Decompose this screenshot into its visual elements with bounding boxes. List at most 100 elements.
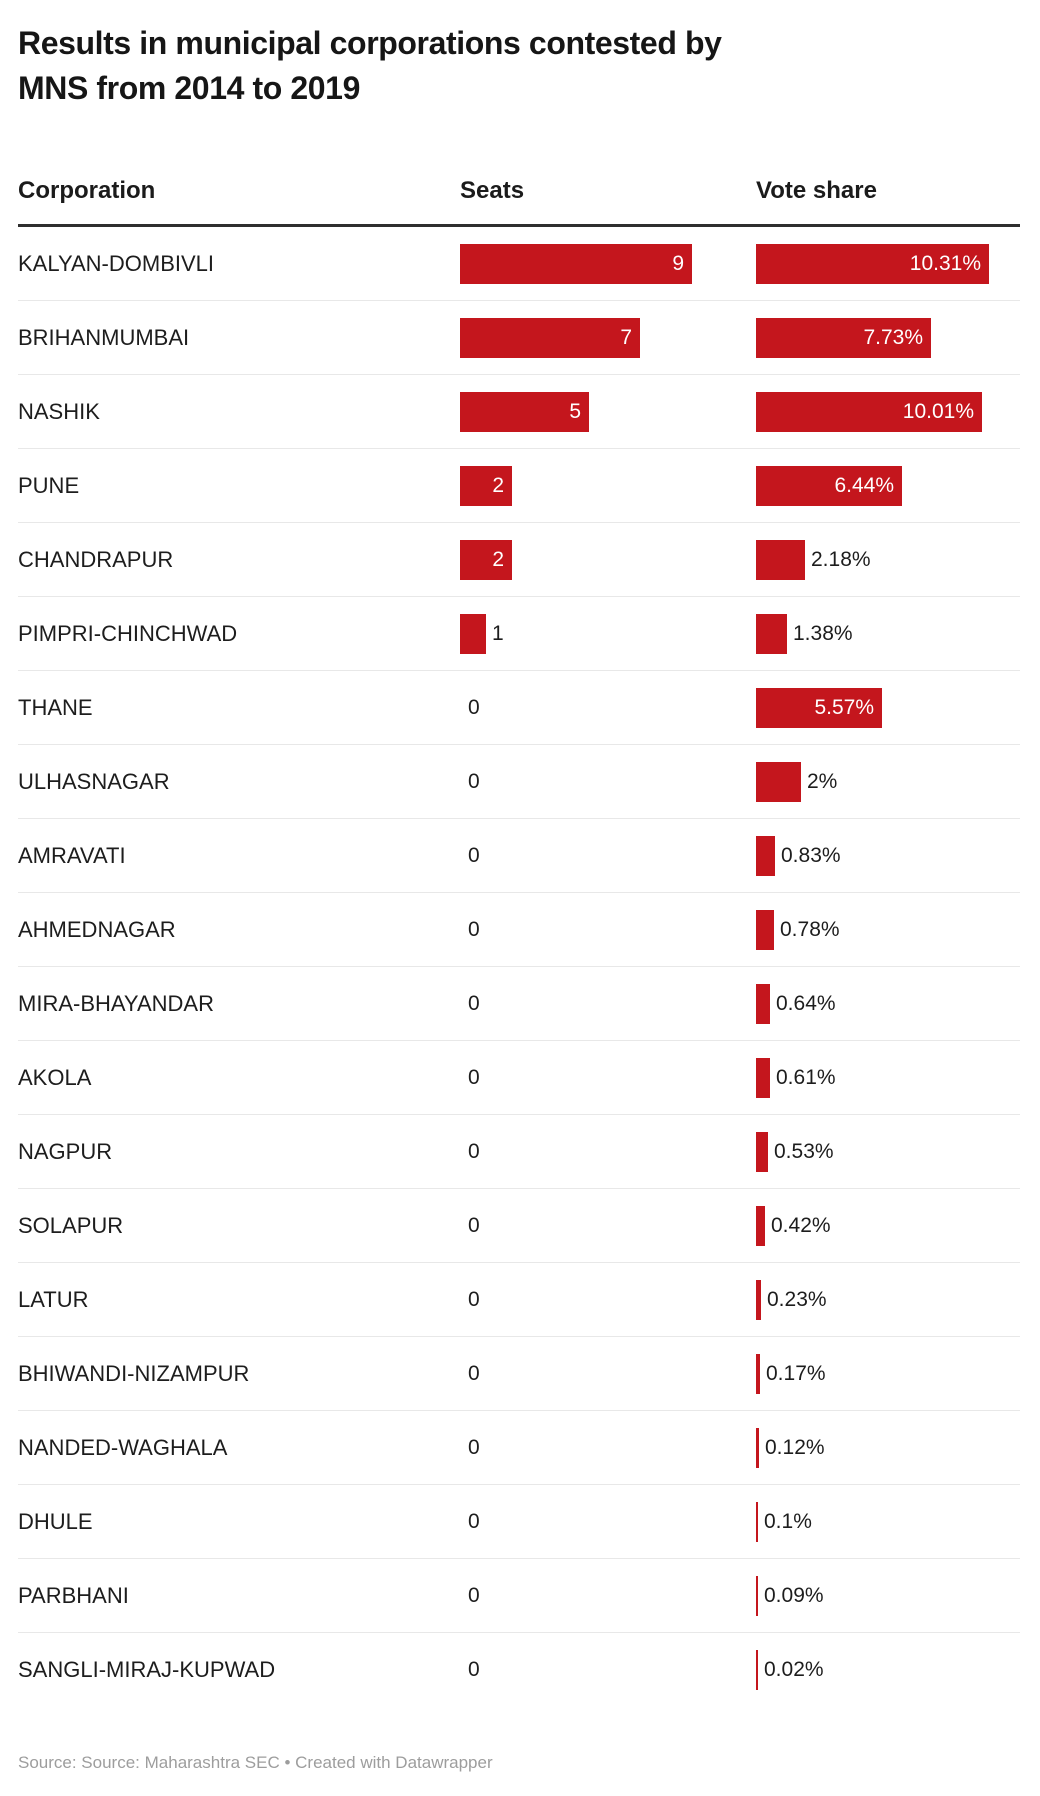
corporation-name: CHANDRAPUR	[18, 546, 174, 572]
seats-bar-cell: 5	[460, 375, 756, 448]
seats-value-label: 0	[468, 1658, 480, 1681]
vote-share-bar: 6.44%	[756, 465, 902, 506]
vote-share-value-label: 0.64%	[776, 991, 836, 1015]
vote-share-bar-cell: 0.1%	[756, 1485, 1020, 1558]
vote-share-value-label: 2.18%	[811, 547, 871, 571]
vote-share-bar	[756, 1575, 758, 1616]
corporation-name: AMRAVATI	[18, 842, 126, 868]
table-row: SANGLI-MIRAJ-KUPWAD 0 0.02%	[18, 1633, 1020, 1707]
seats-value-label: 2	[492, 547, 504, 571]
seats-bar-cell: 0	[460, 671, 756, 744]
corporation-name: BHIWANDI-NIZAMPUR	[18, 1360, 250, 1386]
seats-value-label: 7	[620, 325, 632, 349]
table-row: KALYAN-DOMBIVLI 9 10.31%	[18, 227, 1020, 301]
vote-share-bar: 10.01%	[756, 391, 982, 432]
corporation-name: AHMEDNAGAR	[18, 916, 176, 942]
vote-share-bar-cell: 5.57%	[756, 671, 1020, 744]
vote-share-value-label: 7.73%	[863, 325, 923, 349]
vote-share-value-label: 0.02%	[764, 1658, 824, 1681]
table-body: KALYAN-DOMBIVLI 9 10.31% BRIHANMUMBAI 7 …	[18, 227, 1020, 1707]
seats-value-label: 0	[468, 1583, 480, 1607]
vote-share-bar: 10.31%	[756, 243, 989, 284]
vote-share-bar	[756, 983, 770, 1024]
vote-share-bar-cell: 2.18%	[756, 523, 1020, 596]
vote-share-value-label: 1.38%	[793, 621, 853, 645]
table-row: NANDED-WAGHALA 0 0.12%	[18, 1411, 1020, 1485]
vote-share-bar-cell: 0.12%	[756, 1411, 1020, 1484]
vote-share-bar-cell: 0.42%	[756, 1189, 1020, 1262]
table-row: SOLAPUR 0 0.42%	[18, 1189, 1020, 1263]
vote-share-bar-cell: 0.53%	[756, 1115, 1020, 1188]
table-row: BRIHANMUMBAI 7 7.73%	[18, 301, 1020, 375]
vote-share-value-label: 0.17%	[766, 1361, 826, 1385]
seats-bar-cell: 0	[460, 1041, 756, 1114]
vote-share-bar	[756, 1057, 770, 1098]
corporation-name: KALYAN-DOMBIVLI	[18, 250, 215, 276]
vote-share-bar: 7.73%	[756, 317, 931, 358]
seats-bar-cell: 7	[460, 301, 756, 374]
seats-bar-cell: 0	[460, 745, 756, 818]
vote-share-value-label: 0.83%	[781, 843, 841, 867]
vote-share-bar-cell: 0.83%	[756, 819, 1020, 892]
seats-bar-cell: 2	[460, 449, 756, 522]
table-row: AKOLA 0 0.61%	[18, 1041, 1020, 1115]
seats-bar-cell: 0	[460, 1485, 756, 1558]
corporation-name: AKOLA	[18, 1064, 92, 1090]
column-header-seats: Seats	[460, 177, 525, 204]
table-row: LATUR 0 0.23%	[18, 1263, 1020, 1337]
corporation-name: ULHASNAGAR	[18, 768, 170, 794]
corporation-name: NANDED-WAGHALA	[18, 1434, 228, 1460]
seats-value-label: 0	[468, 917, 480, 941]
vote-share-bar-cell: 7.73%	[756, 301, 1020, 374]
corporation-name: NASHIK	[18, 398, 100, 424]
seats-value-label: 0	[468, 695, 480, 719]
vote-share-bar-cell: 10.01%	[756, 375, 1020, 448]
vote-share-bar	[756, 1279, 761, 1320]
seats-value-label: 0	[468, 1139, 480, 1163]
vote-share-bar	[756, 539, 805, 580]
seats-bar-cell: 0	[460, 1263, 756, 1336]
vote-share-bar	[756, 1427, 759, 1468]
table-row: BHIWANDI-NIZAMPUR 0 0.17%	[18, 1337, 1020, 1411]
vote-share-bar	[756, 909, 774, 950]
corporation-name: BRIHANMUMBAI	[18, 324, 190, 350]
vote-share-value-label: 0.61%	[776, 1065, 836, 1089]
vote-share-value-label: 6.44%	[834, 473, 894, 497]
vote-share-value-label: 0.78%	[780, 917, 840, 941]
vote-share-value-label: 0.09%	[764, 1583, 824, 1607]
vote-share-bar-cell: 0.64%	[756, 967, 1020, 1040]
seats-bar-cell: 0	[460, 893, 756, 966]
vote-share-bar	[756, 1501, 758, 1542]
table-row: MIRA-BHAYANDAR 0 0.64%	[18, 967, 1020, 1041]
vote-share-bar-cell: 2%	[756, 745, 1020, 818]
vote-share-bar-cell: 0.09%	[756, 1559, 1020, 1632]
vote-share-bar	[756, 613, 787, 654]
seats-value-label: 9	[672, 251, 684, 275]
corporation-name: NAGPUR	[18, 1138, 113, 1164]
seats-bar-cell: 0	[460, 1411, 756, 1484]
vote-share-bar	[756, 1353, 760, 1394]
vote-share-bar	[756, 1131, 768, 1172]
table-row: PARBHANI 0 0.09%	[18, 1559, 1020, 1633]
table-row: AMRAVATI 0 0.83%	[18, 819, 1020, 893]
corporation-name: SOLAPUR	[18, 1212, 124, 1238]
seats-value-label: 1	[492, 621, 504, 645]
seats-value-label: 0	[468, 1509, 480, 1533]
column-header-vote-share: Vote share	[756, 177, 877, 204]
vote-share-bar-cell: 0.78%	[756, 893, 1020, 966]
seats-value-label: 0	[468, 991, 480, 1015]
vote-share-bar-cell: 10.31%	[756, 227, 1020, 300]
source-attribution: Source: Source: Maharashtra SEC • Create…	[18, 1753, 493, 1772]
seats-bar: 7	[460, 317, 640, 358]
corporation-name: PUNE	[18, 472, 80, 498]
table-row: NAGPUR 0 0.53%	[18, 1115, 1020, 1189]
seats-bar-cell: 0	[460, 967, 756, 1040]
vote-share-value-label: 2%	[807, 769, 838, 793]
vote-share-bar	[756, 835, 775, 876]
corporation-name: MIRA-BHAYANDAR	[18, 990, 214, 1016]
seats-bar-cell: 1	[460, 597, 756, 670]
seats-bar-cell: 0	[460, 1559, 756, 1632]
seats-bar: 2	[460, 539, 512, 580]
seats-value-label: 0	[468, 1361, 480, 1385]
